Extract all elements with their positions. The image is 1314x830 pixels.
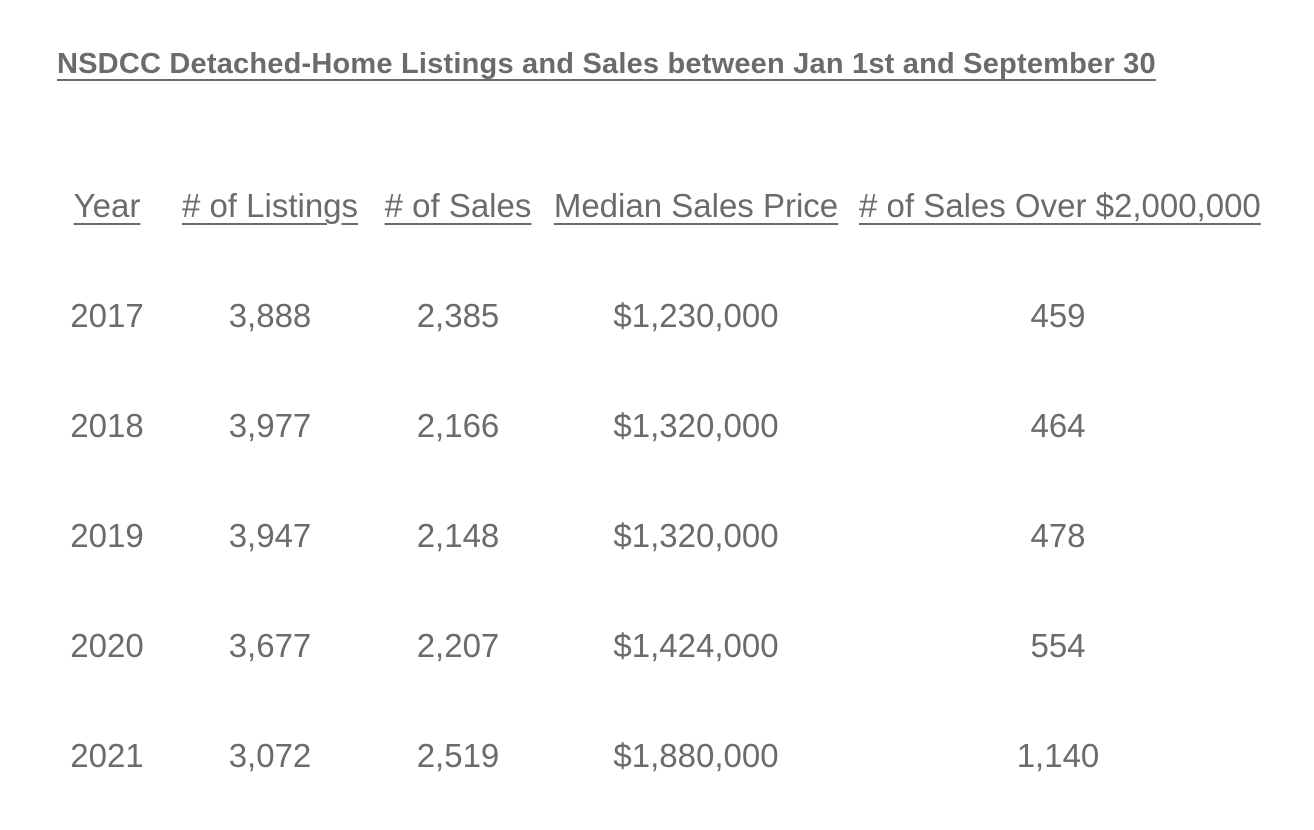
col-header-year: Year: [73, 187, 141, 224]
page-title: NSDCC Detached-Home Listings and Sales b…: [57, 48, 1156, 80]
table-header: Year # of Listings # of Sales Median Sal…: [57, 151, 1261, 261]
cell-year: 2021: [70, 737, 144, 774]
listings-sales-table: Year # of Listings # of Sales Median Sal…: [57, 151, 1261, 811]
cell-sales-over-2m: 478: [1030, 517, 1086, 554]
cell-year: 2017: [70, 297, 144, 334]
cell-median-price: $1,320,000: [613, 407, 779, 444]
cell-listings: 3,977: [228, 407, 312, 444]
col-header-sales: # of Sales: [384, 187, 532, 224]
cell-sales: 2,385: [416, 297, 500, 334]
article-body: NSDCC Detached-Home Listings and Sales b…: [57, 48, 1261, 811]
table-row-2017: 2017 3,888 2,385 $1,230,000 459: [57, 261, 1257, 371]
cell-year: 2018: [70, 407, 144, 444]
cell-median-price: $1,880,000: [613, 737, 779, 774]
cell-sales: 2,166: [416, 407, 500, 444]
table-header-row: Year # of Listings # of Sales Median Sal…: [57, 151, 1261, 261]
cell-year: 2019: [70, 517, 144, 554]
cell-median-price: $1,424,000: [613, 627, 779, 664]
cell-sales-over-2m: 554: [1030, 627, 1086, 664]
col-header-sales-over-2m: # of Sales Over $2,000,000: [859, 187, 1261, 224]
cell-listings: 3,947: [228, 517, 312, 554]
cell-sales-over-2m: 459: [1030, 297, 1086, 334]
col-header-listings: # of Listings: [181, 187, 359, 224]
cell-listings: 3,072: [228, 737, 312, 774]
cell-sales: 2,148: [416, 517, 500, 554]
cell-sales-over-2m: 1,140: [1016, 737, 1100, 774]
col-header-median-price: Median Sales Price: [553, 187, 839, 224]
cell-median-price: $1,320,000: [613, 517, 779, 554]
table-row-2021: 2021 3,072 2,519 $1,880,000 1,140: [57, 701, 1257, 811]
cell-sales: 2,207: [416, 627, 500, 664]
table-row-2019: 2019 3,947 2,148 $1,320,000 478: [57, 481, 1257, 591]
cell-sales: 2,519: [416, 737, 500, 774]
cell-year: 2020: [70, 627, 144, 664]
cell-listings: 3,888: [228, 297, 312, 334]
table-row-2018: 2018 3,977 2,166 $1,320,000 464: [57, 371, 1257, 481]
cell-sales-over-2m: 464: [1030, 407, 1086, 444]
cell-median-price: $1,230,000: [613, 297, 779, 334]
table-body: 2017 3,888 2,385 $1,230,000 459 2018 3,9…: [57, 261, 1257, 811]
table-row-2020: 2020 3,677 2,207 $1,424,000 554: [57, 591, 1257, 701]
cell-listings: 3,677: [228, 627, 312, 664]
